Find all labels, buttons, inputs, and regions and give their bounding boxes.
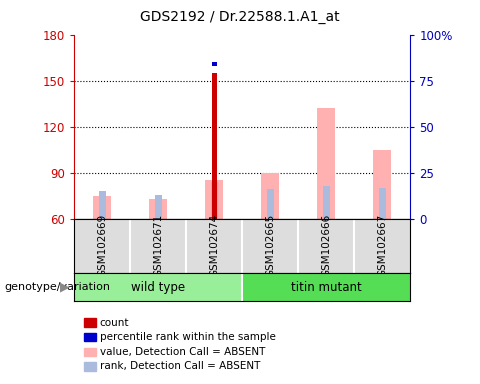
Text: GSM102665: GSM102665 <box>265 214 276 277</box>
Bar <box>267 189 274 219</box>
Bar <box>149 199 168 219</box>
Text: genotype/variation: genotype/variation <box>5 282 111 292</box>
Text: titin mutant: titin mutant <box>291 281 362 293</box>
Text: GSM102667: GSM102667 <box>377 214 387 277</box>
Bar <box>74 273 242 301</box>
Text: rank, Detection Call = ABSENT: rank, Detection Call = ABSENT <box>100 361 260 371</box>
Text: GSM102674: GSM102674 <box>209 214 219 277</box>
Text: ▶: ▶ <box>60 281 70 293</box>
Bar <box>323 186 330 219</box>
Text: count: count <box>100 318 129 328</box>
Bar <box>99 191 106 219</box>
Bar <box>94 196 111 219</box>
Text: percentile rank within the sample: percentile rank within the sample <box>100 332 276 342</box>
Text: wild type: wild type <box>132 281 185 293</box>
Bar <box>317 108 336 219</box>
Bar <box>205 180 223 219</box>
Bar <box>212 73 217 219</box>
Bar <box>211 182 218 219</box>
Text: GDS2192 / Dr.22588.1.A1_at: GDS2192 / Dr.22588.1.A1_at <box>140 10 340 24</box>
Text: value, Detection Call = ABSENT: value, Detection Call = ABSENT <box>100 347 265 357</box>
Bar <box>379 187 386 219</box>
Bar <box>262 173 279 219</box>
Bar <box>155 195 162 219</box>
Text: GSM102669: GSM102669 <box>97 214 108 277</box>
Bar <box>373 150 391 219</box>
Text: GSM102666: GSM102666 <box>322 214 331 277</box>
Text: GSM102671: GSM102671 <box>154 214 163 277</box>
Bar <box>242 273 410 301</box>
Bar <box>212 62 217 66</box>
